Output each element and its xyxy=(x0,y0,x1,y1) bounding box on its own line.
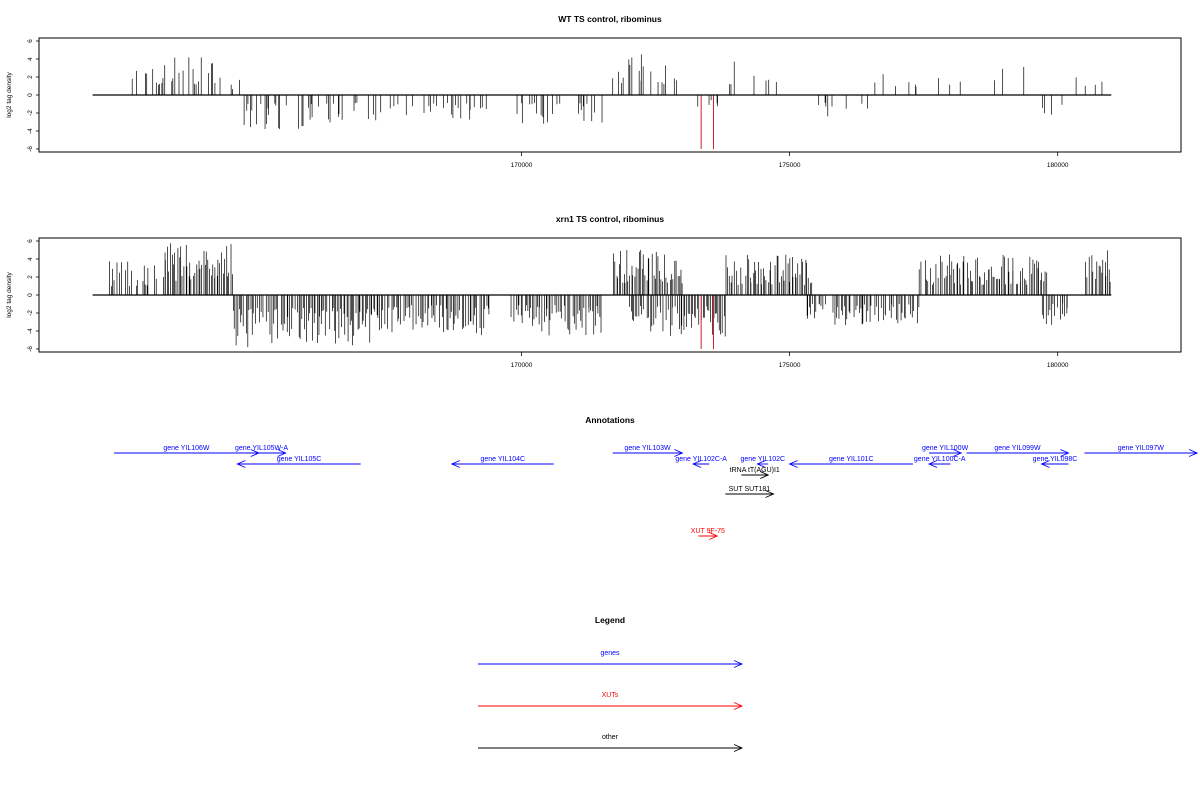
annotation-label: gene YIL101C xyxy=(829,456,874,463)
annotation-label: tRNA tT(AGU)I1 xyxy=(730,467,780,474)
y-tick-label: -2 xyxy=(27,310,34,316)
x-tick-label: 170000 xyxy=(511,162,533,169)
panel-wt: WT TS control, ribominus log2 tag densit… xyxy=(6,14,1182,169)
annotations-track: Annotations gene YIL106W gene YIL105W-Age… xyxy=(114,415,1199,540)
legend-entry-xut: XUTs xyxy=(478,692,744,710)
annotation-arrow xyxy=(966,449,1070,457)
legend-label: XUTs xyxy=(602,692,619,699)
annotations-title: Annotations xyxy=(585,415,635,425)
annotation-arrow xyxy=(741,471,770,479)
annotation-label: gene YIL102C xyxy=(740,456,785,463)
legend-entry-other: other xyxy=(478,734,744,752)
y-tick-label: 4 xyxy=(27,57,34,61)
annotation-arrow xyxy=(756,460,769,468)
annotation-arrow xyxy=(691,460,710,468)
annotation-arrow xyxy=(1040,460,1069,468)
annotation-label: XUT 9F-75 xyxy=(691,528,725,535)
annotation-gene: gene YIL101C xyxy=(788,456,913,468)
annotation-arrow xyxy=(725,490,775,498)
annotation-label: gene YIL105C xyxy=(277,456,322,463)
annotation-label: gene YIL099W xyxy=(994,445,1041,452)
y-tick-label: 0 xyxy=(27,93,34,97)
annotation-arrow xyxy=(237,449,287,457)
x-tick-label: 180000 xyxy=(1047,162,1069,169)
panel-xrn1-bars xyxy=(109,243,1111,349)
y-tick-label: -4 xyxy=(27,128,34,134)
annotation-gene: gene YIL099W xyxy=(966,445,1070,457)
y-tick-label: -4 xyxy=(27,328,34,334)
x-tick-label: 175000 xyxy=(779,162,801,169)
annotation-arrow xyxy=(929,449,963,457)
annotation-gene: gene YIL100W xyxy=(922,445,969,457)
panel-wt-title: WT TS control, ribominus xyxy=(558,14,662,24)
legend-label: genes xyxy=(600,650,620,657)
annotation-label: gene YIL100C-A xyxy=(914,456,966,463)
panel-xrn1: xrn1 TS control, ribominus log2 tag dens… xyxy=(6,214,1182,369)
y-tick-label: 6 xyxy=(27,239,34,243)
panel-wt-ylabel: log2 tag density xyxy=(6,71,13,117)
y-tick-label: 2 xyxy=(27,275,34,279)
annotation-gene: gene YIL104C xyxy=(450,456,554,468)
y-tick-label: 4 xyxy=(27,257,34,261)
panel-wt-bars xyxy=(131,54,1103,149)
annotation-label: gene YIL104C xyxy=(480,456,525,463)
annotation-label: gene YIL102C-A xyxy=(675,456,727,463)
panel-xrn1-ylabel: log2 tag density xyxy=(6,271,13,317)
annotation-arrow xyxy=(478,744,744,752)
legend: Legend genes XUTs other xyxy=(478,615,744,752)
annotation-arrow xyxy=(478,660,744,668)
annotation-label: gene YIL097W xyxy=(1118,445,1165,452)
y-tick-label: -2 xyxy=(27,110,34,116)
annotation-label: gene YIL105W-A xyxy=(235,445,288,452)
annotation-arrow xyxy=(927,460,951,468)
annotation-label: SUT SUT181 xyxy=(729,486,771,493)
y-tick-label: 0 xyxy=(27,293,34,297)
annotation-features: gene YIL106W gene YIL105W-A gene YIL105C ge… xyxy=(114,445,1199,540)
annotation-gene: gene YIL097W xyxy=(1084,445,1199,457)
annotation-arrow xyxy=(478,702,744,710)
panel-wt-x-axis: 170000 175000 180000 xyxy=(511,152,1069,169)
annotation-label: gene YIL098C xyxy=(1033,456,1078,463)
legend-title: Legend xyxy=(595,615,625,625)
legend-label: other xyxy=(602,734,619,741)
annotation-label: gene YIL103W xyxy=(624,445,671,452)
annotation-gene: gene YIL102C xyxy=(740,456,785,468)
legend-entry-gene: genes xyxy=(478,650,744,668)
x-tick-label: 175000 xyxy=(779,362,801,369)
annotation-arrow xyxy=(698,532,719,540)
x-tick-label: 180000 xyxy=(1047,362,1069,369)
annotation-other: SUT SUT181 xyxy=(725,486,775,498)
annotation-gene: gene YIL100C-A xyxy=(914,456,966,468)
y-tick-label: 2 xyxy=(27,75,34,79)
annotation-gene: gene YIL105W-A xyxy=(235,445,288,457)
annotation-arrow xyxy=(1084,449,1199,457)
annotation-arrow xyxy=(788,460,913,468)
x-tick-label: 170000 xyxy=(511,362,533,369)
y-tick-label: 6 xyxy=(27,39,34,43)
annotation-arrow xyxy=(450,460,554,468)
annotation-label: gene YIL106W xyxy=(163,445,210,452)
y-tick-label: -6 xyxy=(27,346,34,352)
y-tick-label: -6 xyxy=(27,146,34,152)
annotation-arrow xyxy=(612,449,684,457)
annotation-label: gene YIL100W xyxy=(922,445,969,452)
panel-wt-y-axis: 6 4 2 0 -2 -4 -6 xyxy=(27,39,39,152)
annotation-other: tRNA tT(AGU)I1 xyxy=(730,467,780,479)
annotation-arrow xyxy=(236,460,361,468)
annotation-gene: gene YIL103W xyxy=(612,445,684,457)
panel-xrn1-title: xrn1 TS control, ribominus xyxy=(556,214,664,224)
panel-xrn1-y-axis: 6 4 2 0 -2 -4 -6 xyxy=(27,239,39,352)
legend-entries: genes XUTs other xyxy=(478,650,744,752)
annotation-gene: gene YIL098C xyxy=(1033,456,1078,468)
annotation-xut: XUT 9F-75 xyxy=(691,528,725,540)
panel-xrn1-x-axis: 170000 175000 180000 xyxy=(511,352,1069,369)
annotation-gene: gene YIL102C-A xyxy=(675,456,727,468)
annotation-gene: gene YIL105C xyxy=(236,456,361,468)
